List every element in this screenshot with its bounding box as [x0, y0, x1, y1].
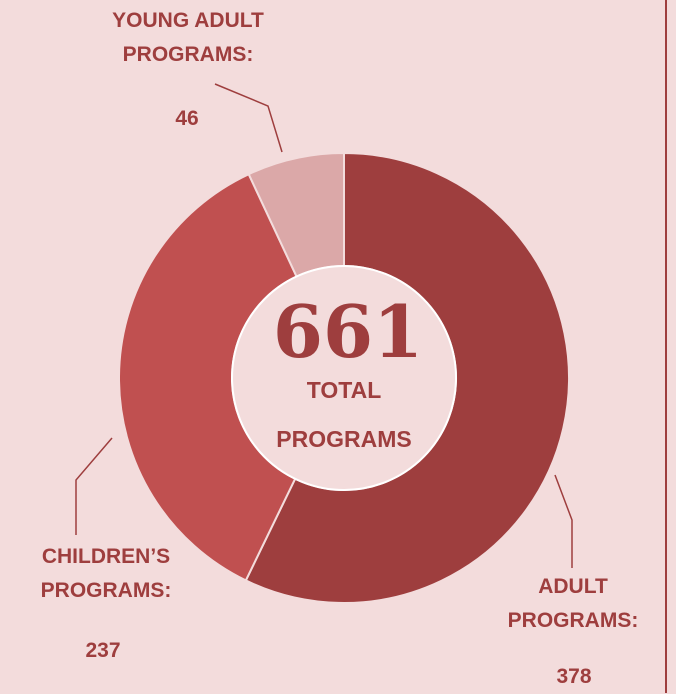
leader-adult — [554, 474, 573, 568]
adult-value: 378 — [556, 665, 592, 688]
young-adult-label: YOUNG ADULT PROGRAMS: — [112, 9, 264, 66]
donut-hole — [231, 265, 457, 491]
children-label: CHILDREN’S PROGRAMS: — [40, 545, 172, 602]
adult-label: ADULT PROGRAMS: — [507, 575, 639, 632]
total-programs-number: 661 — [272, 289, 424, 374]
children-value: 237 — [85, 639, 121, 662]
donut-slices — [118, 151, 570, 604]
leader-lines — [75, 83, 573, 568]
young-adult-value: 46 — [175, 107, 199, 130]
total-programs-label: TOTAL PROGRAMS — [276, 377, 412, 452]
right-border-rule — [665, 0, 667, 693]
leader-children — [75, 437, 113, 535]
leader-young-adult — [214, 83, 283, 153]
